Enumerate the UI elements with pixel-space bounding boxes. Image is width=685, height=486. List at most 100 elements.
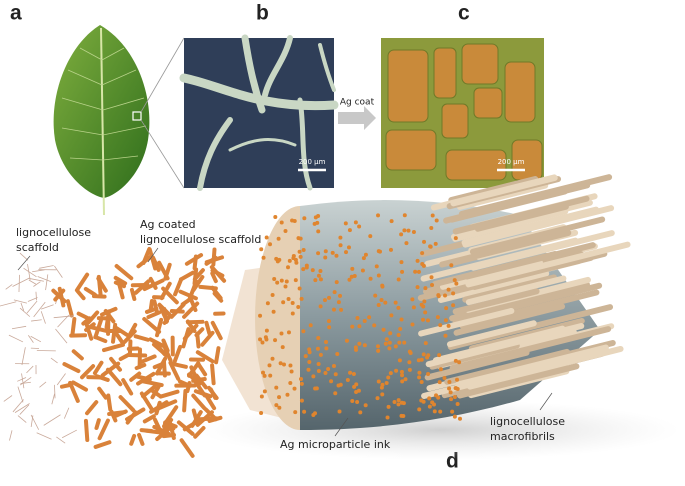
- coated-fiber: [182, 388, 188, 413]
- ag-particle: [311, 374, 316, 379]
- ag-particle: [417, 375, 422, 380]
- coated-fiber: [142, 414, 156, 424]
- leader: [334, 417, 349, 437]
- ag-particle: [298, 254, 303, 259]
- coated-fiber: [85, 400, 99, 416]
- ag-particle: [336, 300, 341, 305]
- coated-fiber: [118, 395, 136, 413]
- coated-fiber: [84, 321, 94, 341]
- ag-particle: [350, 324, 355, 329]
- ag-particle: [446, 323, 451, 328]
- coated-fiber: [210, 271, 218, 284]
- scale-bar-label: 200 µm: [498, 158, 525, 166]
- ag-particle: [455, 402, 460, 407]
- fiber: [31, 319, 42, 322]
- ag-particle: [421, 352, 426, 357]
- fiber: [23, 267, 37, 278]
- ag-particle: [387, 340, 392, 345]
- ag-particle: [326, 366, 331, 371]
- ag-particle: [388, 247, 393, 252]
- fiber: [55, 328, 68, 344]
- fiber: [19, 307, 31, 317]
- ag-particle: [396, 305, 401, 310]
- ag-particle: [448, 390, 453, 395]
- ag-particle: [423, 310, 428, 315]
- coated-fiber: [186, 372, 202, 386]
- coated-fiber: [136, 254, 153, 269]
- ag-particle: [316, 361, 321, 366]
- ag-particle: [282, 362, 287, 367]
- leader: [17, 255, 31, 271]
- coated-fiber: [94, 418, 101, 431]
- ag-particle: [402, 340, 407, 345]
- coated-fiber: [129, 433, 137, 446]
- ag-particle: [286, 265, 291, 270]
- ag-particle: [343, 221, 348, 226]
- ag-particle: [419, 302, 424, 307]
- ag-particle: [344, 338, 349, 343]
- ag-particle: [362, 343, 367, 348]
- ag-particle: [397, 340, 402, 345]
- ag-particle: [299, 296, 304, 301]
- ag-particle: [323, 371, 328, 376]
- ag-particle: [396, 402, 401, 407]
- ag-particle: [396, 277, 401, 282]
- ag-particle: [394, 368, 399, 373]
- ag-particle: [388, 371, 393, 376]
- fiber: [14, 403, 30, 413]
- ag-particle: [316, 251, 321, 256]
- label: Ag coated: [140, 218, 196, 231]
- coated-fiber: [94, 374, 110, 382]
- ag-particle: [420, 251, 425, 256]
- macrofibril: [440, 332, 543, 363]
- fiber: [39, 381, 47, 388]
- coated-fiber: [210, 320, 223, 341]
- ag-particle: [301, 267, 306, 272]
- ag-particle: [311, 413, 316, 418]
- coated-fiber: [129, 287, 137, 301]
- scaffold: [0, 246, 227, 458]
- ag-particle: [296, 236, 301, 241]
- ag-particle: [385, 415, 390, 420]
- ag-particle: [417, 370, 422, 375]
- ag-particle: [258, 313, 263, 318]
- fiber: [56, 373, 66, 386]
- ag-particle: [454, 281, 459, 286]
- ag-particle: [401, 401, 406, 406]
- macrofibril: [418, 307, 515, 337]
- ag-particle: [437, 353, 442, 358]
- ag-particle: [426, 371, 431, 376]
- coated-fiber: [184, 253, 204, 266]
- ag-particle: [452, 395, 457, 400]
- ag-particle: [457, 416, 462, 421]
- fiber: [27, 297, 38, 302]
- coated-fiber: [65, 299, 74, 318]
- ag-particle: [403, 377, 408, 382]
- ag-particle: [432, 409, 437, 414]
- fiber: [37, 276, 52, 282]
- coated-fiber: [191, 408, 200, 427]
- ag-particle: [275, 280, 280, 285]
- fiber: [28, 279, 37, 285]
- ag-particle: [268, 242, 273, 247]
- ag-particle: [375, 396, 380, 401]
- macrofibril: [453, 303, 566, 336]
- ag-particle: [451, 291, 456, 296]
- ag-particle: [438, 409, 443, 414]
- fiber: [33, 281, 41, 287]
- ag-particle: [339, 307, 344, 312]
- ag-particle: [410, 322, 415, 327]
- coated-fiber: [169, 308, 185, 314]
- ag-particle: [421, 317, 426, 322]
- coated-fiber: [80, 364, 96, 380]
- ag-particle: [399, 260, 404, 265]
- ag-particle: [334, 253, 339, 258]
- fiber: [61, 429, 77, 439]
- coated-fiber: [194, 327, 205, 338]
- ag-particle: [297, 286, 302, 291]
- ag-particle: [307, 350, 312, 355]
- ag-particle: [436, 294, 441, 299]
- ag-particle: [376, 302, 381, 307]
- macrofibril: [474, 203, 569, 232]
